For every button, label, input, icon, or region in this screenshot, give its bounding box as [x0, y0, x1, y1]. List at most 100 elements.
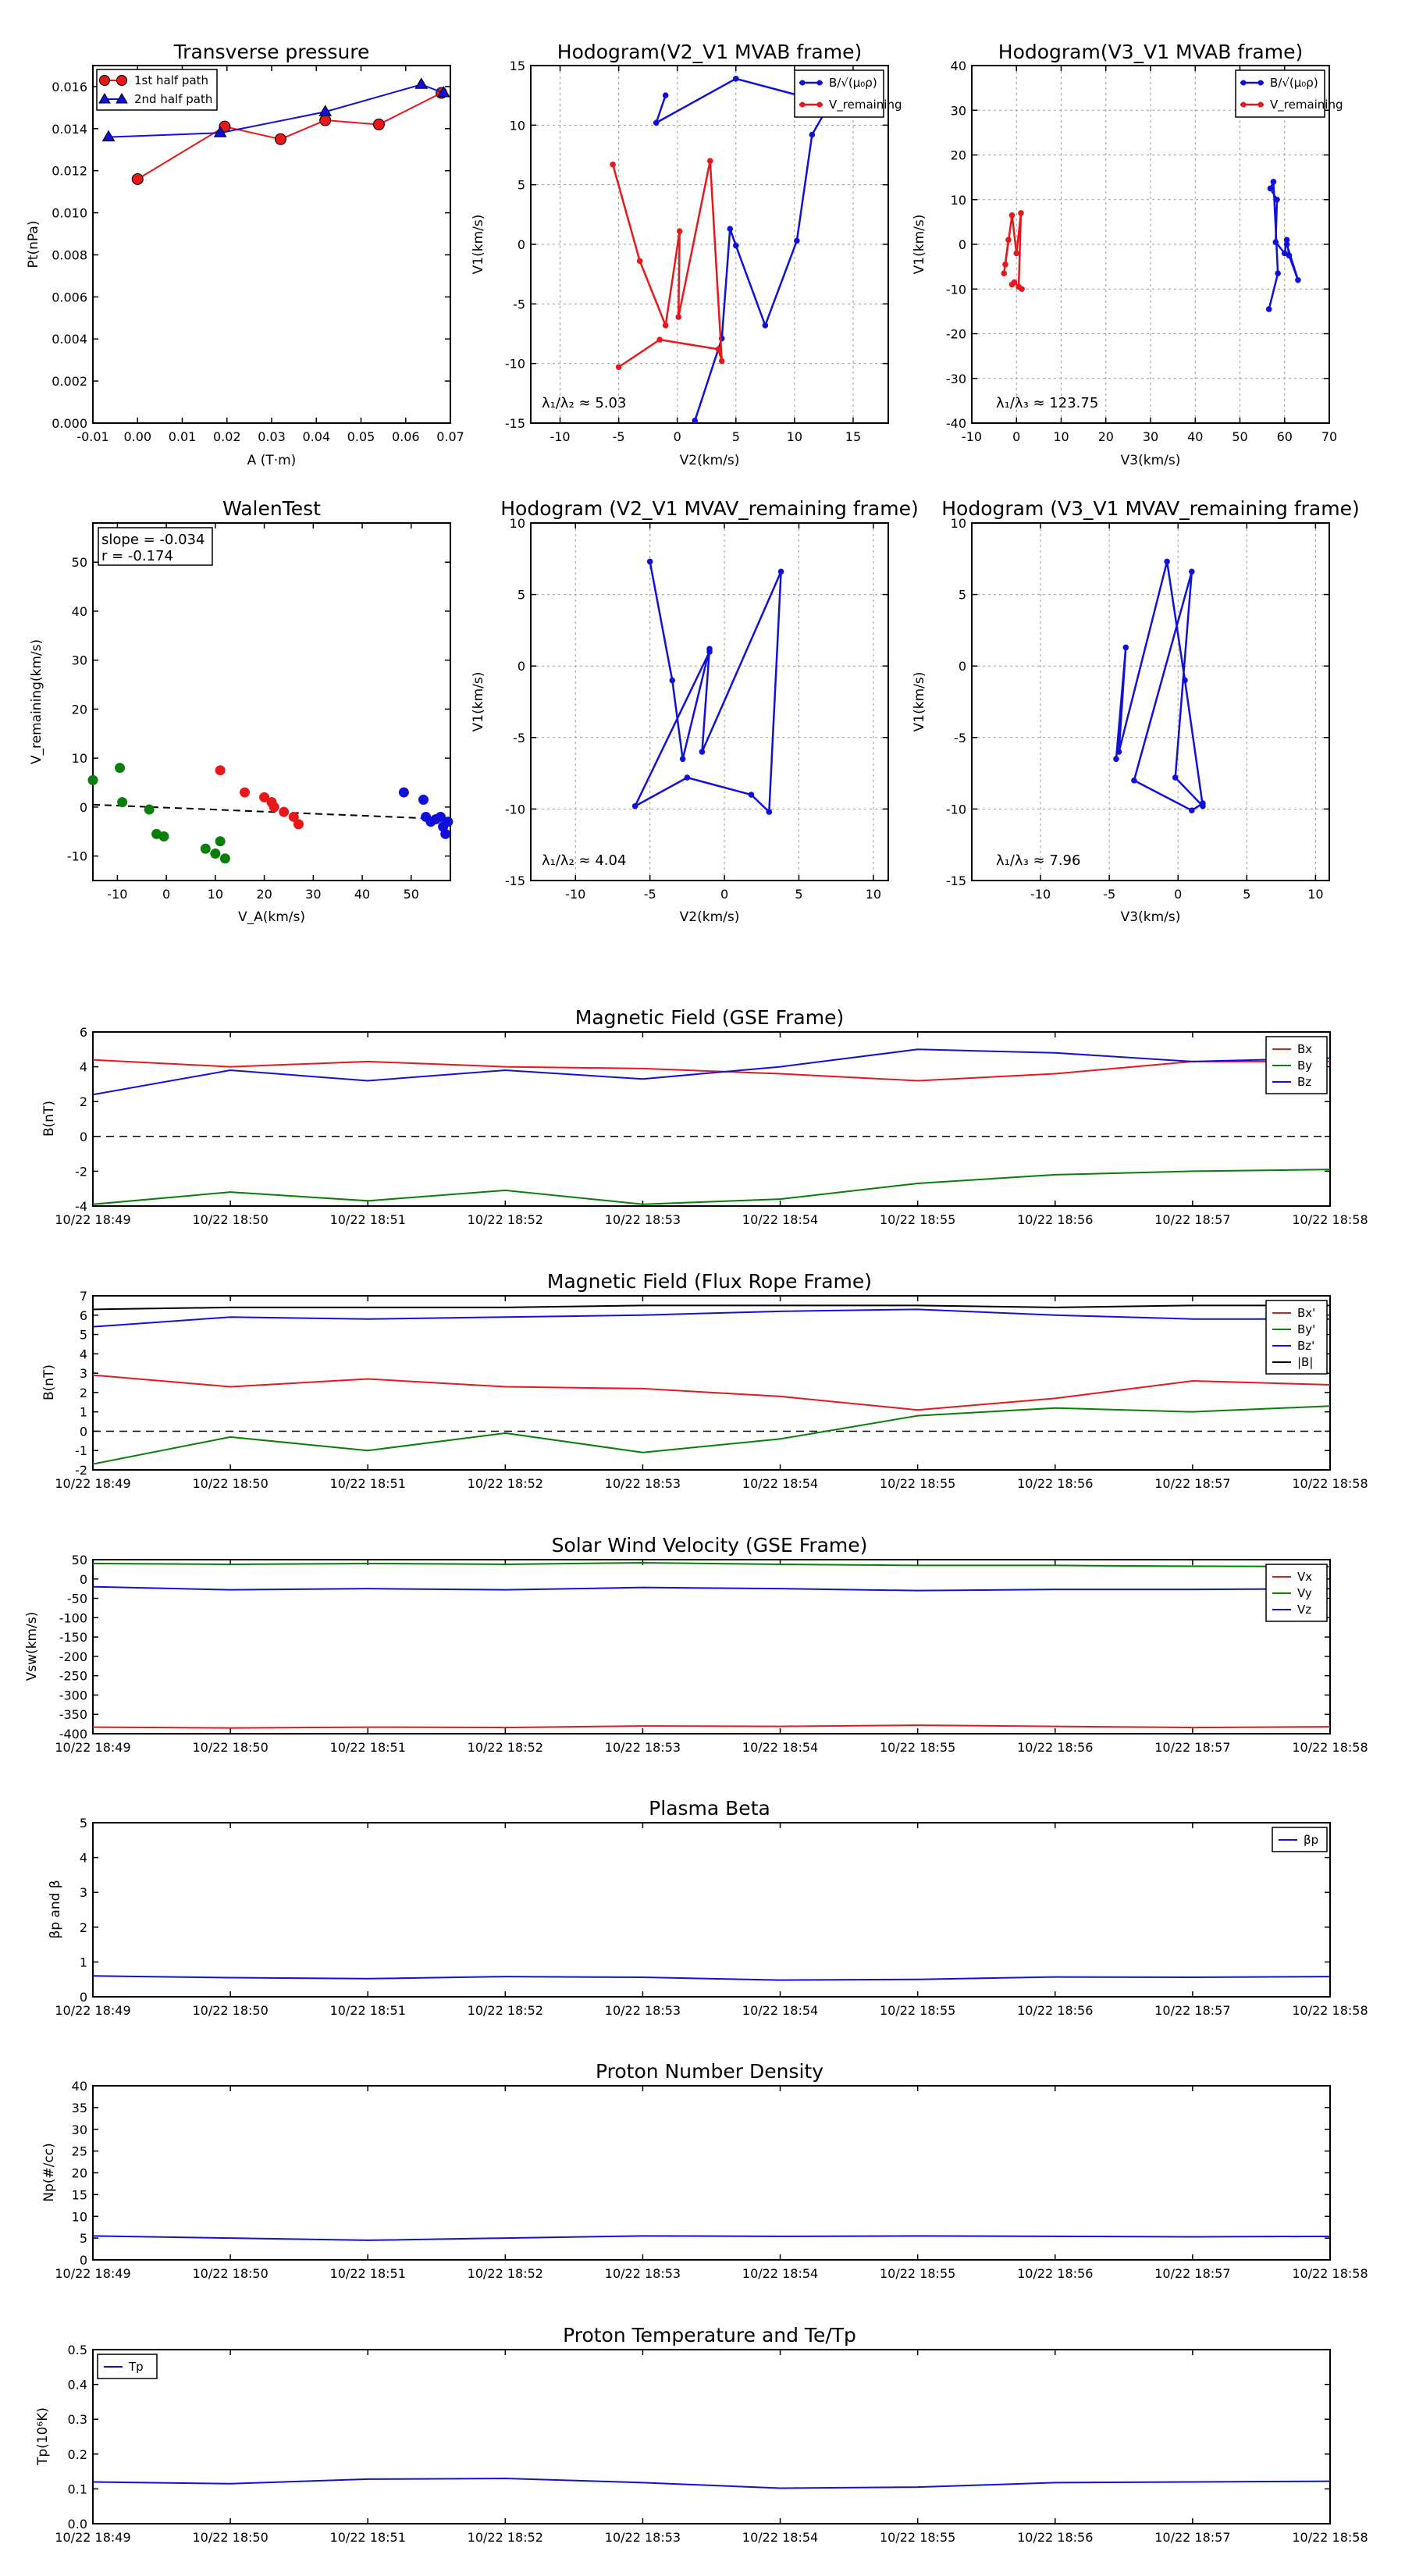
tick-label-x: 40 [354, 887, 370, 902]
time-tick-label: 10/22 18:50 [192, 2003, 268, 2018]
hodo2-eigen-ratio: λ₁/λ₃ ≈ 123.75 [996, 395, 1098, 411]
scatter-point-red [288, 811, 299, 822]
data-point-triangle [437, 86, 450, 98]
data-point [718, 358, 725, 365]
series-line-vx [92, 1724, 1331, 1729]
series-line-vy [92, 1561, 1331, 1567]
vsw-frame [92, 1559, 1331, 1735]
tick-label-y: -30 [946, 372, 966, 386]
data-point [631, 802, 638, 809]
hodo1-ticks: -10 -5 0 5 10 15 -15 -10 -5 0 5 10 15 [505, 59, 888, 444]
tick-label-y: 5 [518, 588, 525, 603]
tick-label-x: 0.03 [258, 429, 286, 444]
walen-xlabel: V_A(km/s) [238, 909, 305, 925]
tick-label-x: 5 [795, 887, 802, 902]
tick-label-x: 30 [305, 887, 321, 902]
tick-label-x: 50 [404, 887, 419, 902]
hodo2-legend-marker [1240, 101, 1247, 108]
walen-title: WalenTest [222, 497, 321, 520]
data-point [748, 792, 755, 798]
hodo1-xlabel: V2(km/s) [680, 453, 740, 468]
tick-label-y: -5 [513, 297, 525, 311]
tick-label-x: 0 [720, 887, 728, 902]
hodo4-ylabel: V1(km/s) [912, 672, 927, 732]
hodo4-title: Hodogram (V3_V1 MVAV_remaining frame) [941, 497, 1360, 520]
data-point [1182, 677, 1188, 684]
data-point-triangle [213, 126, 227, 137]
scatter-point-red [269, 802, 279, 813]
hodo4-frame [971, 522, 1330, 881]
data-point [692, 418, 699, 424]
scatter-point-blue [443, 817, 454, 827]
data-point [762, 322, 769, 329]
tick-label-x: -10 [107, 887, 127, 902]
data-point [610, 161, 616, 168]
tick-label-y: 6 [80, 1308, 87, 1323]
data-point [706, 158, 713, 164]
hodo2-legend-label-b: B/√(μ₀ρ) [1270, 76, 1318, 90]
transverse-frame [92, 65, 451, 424]
hodo1-legend-box [794, 69, 884, 118]
tick-label-x: -10 [565, 887, 585, 902]
tick-label-y: -10 [505, 802, 525, 817]
hodo1-legend: B/√(μ₀ρ) V_remaining [794, 69, 902, 118]
time-tick-label: 10/22 18:53 [605, 1476, 681, 1491]
scatter-point-green [144, 804, 155, 815]
series-line-bz [92, 1048, 1331, 1096]
time-tick-label: 10/22 18:50 [192, 2530, 268, 2545]
hodo2-legend-marker [1257, 80, 1264, 86]
time-tick-label: 10/22 18:57 [1154, 1212, 1230, 1227]
legend-label: Bx' [1297, 1306, 1315, 1320]
panel-plasma-beta: Plasma Beta 10/22 18:49 10/22 18:50 10/22 … [48, 1797, 1368, 2018]
walen-correlation: r = -0.174 [101, 548, 173, 564]
tick-label-y: -40 [946, 416, 966, 431]
tick-label-y: 0 [80, 2253, 87, 2268]
vsw-plot: 10/22 18:49 10/22 18:50 10/22 18:51 10/22 1… [55, 1553, 1368, 1755]
bgse-plot: 10/22 18:49 10/22 18:50 10/22 18:51 10/22 1… [55, 1025, 1368, 1227]
data-point [1270, 179, 1277, 185]
tick-label-y: 30 [72, 653, 87, 668]
time-tick-label: 10/22 18:57 [1154, 2266, 1230, 2281]
tick-label-y: -50 [67, 1592, 87, 1606]
tick-label-y: 40 [72, 604, 87, 619]
data-point [131, 173, 144, 185]
data-point [1265, 306, 1272, 312]
scatter-point-blue [440, 828, 451, 839]
time-tick-label: 10/22 18:52 [468, 2530, 543, 2545]
series-line-vremaining [1002, 212, 1023, 290]
tick-label-y: 0.014 [52, 122, 87, 137]
hodo4-eigen-ratio: λ₁/λ₃ ≈ 7.96 [996, 852, 1080, 869]
tick-label-x: 70 [1321, 429, 1337, 444]
legend-marker-circle [99, 75, 110, 86]
vsw-ylabel: Vsw(km/s) [24, 1612, 40, 1681]
tick-label-y: 4 [80, 1851, 87, 1866]
hodo1-eigen-ratio: λ₁/λ₂ ≈ 5.03 [542, 395, 626, 411]
tick-label-y: 2 [80, 1920, 87, 1935]
hodo1-legend-marker [816, 80, 823, 86]
series-line-b [654, 77, 831, 422]
data-point [1189, 807, 1195, 814]
tick-label-y: -250 [59, 1669, 87, 1684]
tick-label-y: 0.004 [52, 332, 87, 347]
tick-label-y: -200 [59, 1649, 87, 1664]
tick-label-x: 0.00 [123, 429, 151, 444]
series-line-b [92, 1304, 1330, 1311]
beta-title: Plasma Beta [649, 1797, 770, 1820]
tick-label-y: 40 [951, 59, 966, 73]
walen-frame [92, 522, 451, 881]
tick-label-y: 40 [72, 2079, 87, 2094]
data-point [1008, 212, 1016, 219]
data-point [732, 242, 739, 249]
tick-label-y: 0.1 [68, 2482, 87, 2496]
time-tick-label: 10/22 18:54 [742, 2266, 818, 2281]
panel-walen-test: WalenTest -10 0 10 20 30 40 50 -10 0 10 20 30 40 50 V… [29, 497, 454, 925]
tick-label-x: 30 [1143, 429, 1158, 444]
tick-label-y: -15 [946, 873, 966, 888]
data-point [1008, 281, 1016, 288]
panel-proton-density: Proton Number Density 10/22 18:49 10/22 1… [41, 2060, 1368, 2281]
time-tick-label: 10/22 18:50 [192, 1212, 268, 1227]
time-tick-label: 10/22 18:51 [330, 2266, 406, 2281]
time-tick-label: 10/22 18:51 [330, 2003, 406, 2018]
tick-label-y: 4 [80, 1347, 87, 1361]
hodo2-ylabel: V1(km/s) [912, 215, 927, 275]
